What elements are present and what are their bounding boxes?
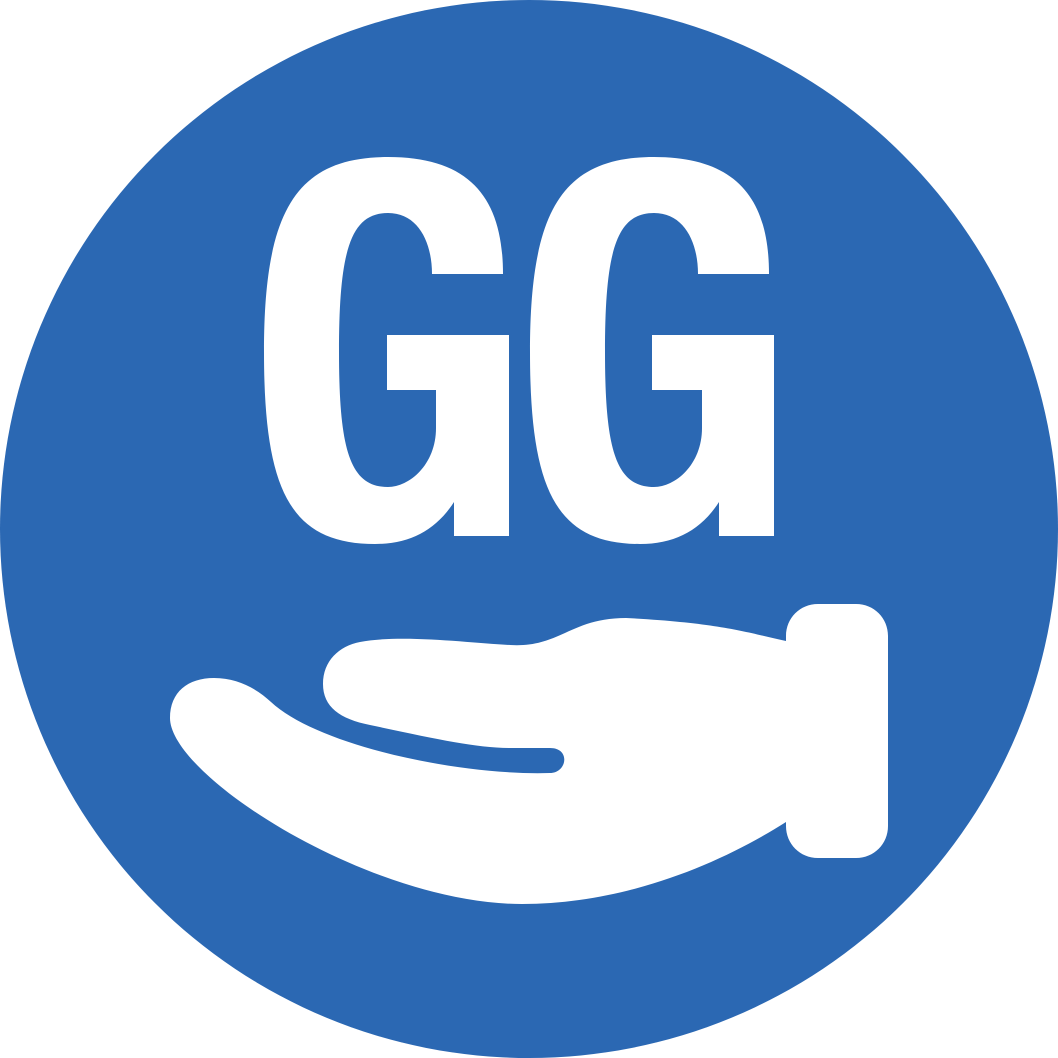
logo-letter-g-right [530, 157, 774, 544]
logo-letter-g-left [264, 157, 509, 544]
open-hand-icon [170, 604, 888, 904]
